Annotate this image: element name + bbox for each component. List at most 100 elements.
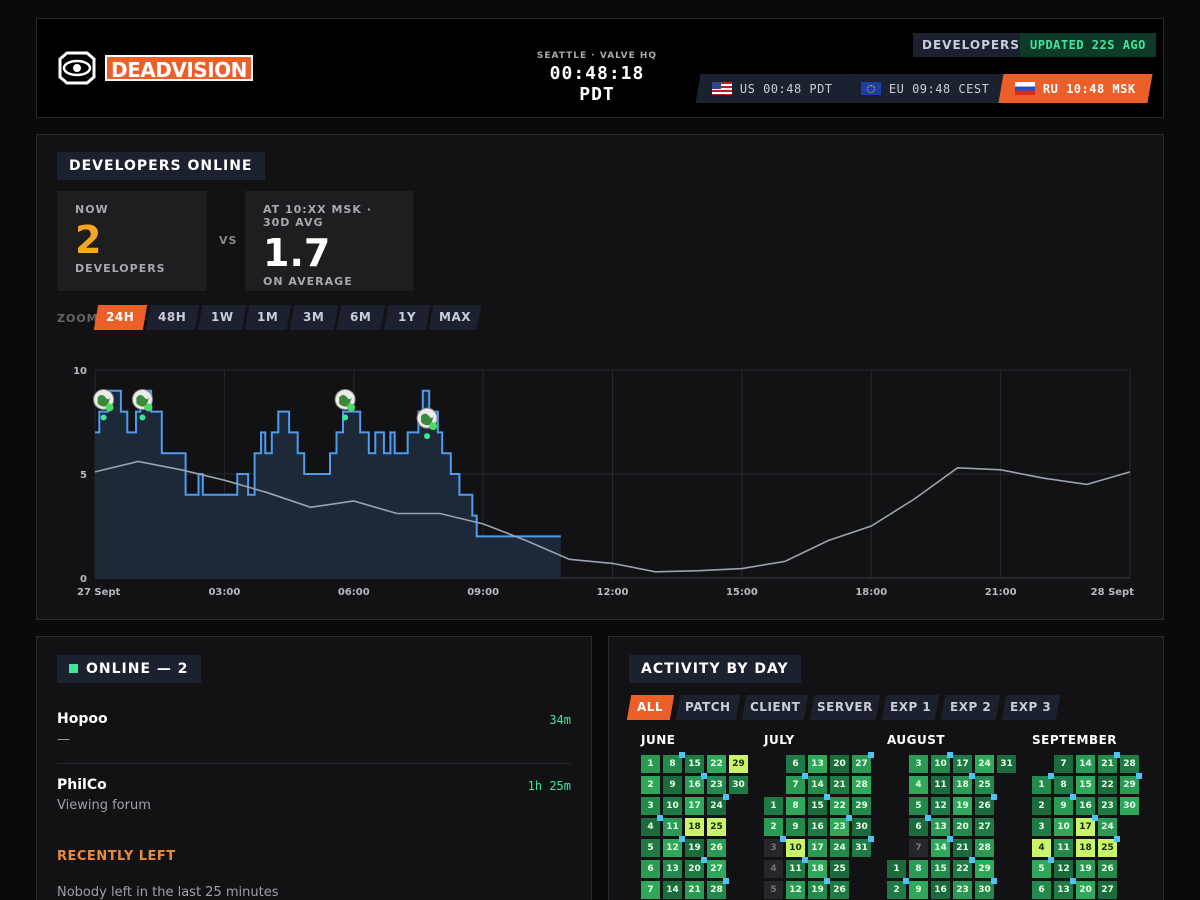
calendar-day[interactable]: 4: [1032, 839, 1051, 857]
calendar-day[interactable]: 20: [953, 818, 972, 836]
calendar-day[interactable]: 13: [1054, 881, 1073, 899]
calendar-day[interactable]: 10: [931, 755, 950, 773]
calendar-day[interactable]: 11: [663, 818, 682, 836]
calendar-day[interactable]: 3: [1032, 818, 1051, 836]
filter-exp-3-tab[interactable]: EXP 3: [1001, 695, 1061, 720]
calendar-day[interactable]: 25: [830, 860, 849, 878]
calendar-day[interactable]: 10: [1054, 818, 1073, 836]
calendar-day[interactable]: 19: [808, 881, 827, 899]
calendar-day[interactable]: 27: [707, 860, 726, 878]
zoom-3m-button[interactable]: 3M: [289, 305, 339, 330]
calendar-day[interactable]: 8: [1054, 776, 1073, 794]
calendar-day[interactable]: 23: [953, 881, 972, 899]
calendar-day[interactable]: 3: [641, 797, 660, 815]
calendar-day[interactable]: 8: [786, 797, 805, 815]
calendar-day[interactable]: 19: [685, 839, 704, 857]
calendar-day[interactable]: 23: [1098, 797, 1117, 815]
calendar-day[interactable]: 5: [641, 839, 660, 857]
calendar-day[interactable]: 29: [975, 860, 994, 878]
calendar-day[interactable]: 5: [764, 881, 783, 899]
calendar-day[interactable]: 12: [1054, 860, 1073, 878]
zoom-48h-button[interactable]: 48H: [145, 305, 200, 330]
calendar-day[interactable]: 17: [685, 797, 704, 815]
calendar-day[interactable]: 2: [1032, 797, 1051, 815]
calendar-day[interactable]: 28: [975, 839, 994, 857]
calendar-day[interactable]: 18: [808, 860, 827, 878]
filter-exp-1-tab[interactable]: EXP 1: [881, 695, 940, 720]
user-row[interactable]: PhilCo Viewing forum 1h 25m: [57, 777, 571, 813]
filter-server-tab[interactable]: SERVER: [809, 695, 881, 720]
calendar-day[interactable]: 23: [707, 776, 726, 794]
calendar-day[interactable]: 11: [931, 776, 950, 794]
calendar-day[interactable]: 14: [1076, 755, 1095, 773]
calendar-day[interactable]: 7: [909, 839, 928, 857]
calendar-day[interactable]: 4: [909, 776, 928, 794]
calendar-day[interactable]: 22: [1098, 776, 1117, 794]
developers-pill[interactable]: DEVELOPERS: [913, 33, 1029, 57]
calendar-day[interactable]: 22: [953, 860, 972, 878]
logo[interactable]: DEAD VISION: [57, 51, 253, 85]
calendar-day[interactable]: 25: [707, 818, 726, 836]
zoom-max-button[interactable]: MAX: [428, 305, 482, 330]
calendar-day[interactable]: 24: [830, 839, 849, 857]
calendar-day[interactable]: 16: [808, 818, 827, 836]
calendar-day[interactable]: 25: [975, 776, 994, 794]
calendar-day[interactable]: 16: [1076, 797, 1095, 815]
calendar-day[interactable]: 3: [764, 839, 783, 857]
calendar-day[interactable]: 12: [663, 839, 682, 857]
calendar-day[interactable]: 28: [852, 776, 871, 794]
calendar-day[interactable]: 28: [707, 881, 726, 899]
filter-exp-2-tab[interactable]: EXP 2: [940, 695, 1001, 720]
calendar-day[interactable]: 4: [764, 860, 783, 878]
calendar-day[interactable]: 19: [1076, 860, 1095, 878]
calendar-day[interactable]: 9: [1054, 797, 1073, 815]
calendar-day[interactable]: 29: [852, 797, 871, 815]
calendar-day[interactable]: 30: [852, 818, 871, 836]
calendar-day[interactable]: 26: [707, 839, 726, 857]
calendar-day[interactable]: 29: [729, 755, 748, 773]
calendar-day[interactable]: 15: [808, 797, 827, 815]
calendar-day[interactable]: 27: [975, 818, 994, 836]
zoom-24h-button[interactable]: 24H: [93, 305, 148, 330]
calendar-day[interactable]: 20: [830, 755, 849, 773]
tz-eu[interactable]: EU 09:48 CEST: [844, 74, 1006, 103]
calendar-day[interactable]: 2: [764, 818, 783, 836]
calendar-day[interactable]: 13: [808, 755, 827, 773]
calendar-day[interactable]: 26: [975, 797, 994, 815]
filter-client-tab[interactable]: CLIENT: [741, 695, 809, 720]
calendar-day[interactable]: 21: [953, 839, 972, 857]
calendar-day[interactable]: 24: [1098, 818, 1117, 836]
calendar-day[interactable]: 4: [641, 818, 660, 836]
calendar-day[interactable]: 15: [685, 755, 704, 773]
calendar-day[interactable]: 15: [1076, 776, 1095, 794]
calendar-day[interactable]: 9: [786, 818, 805, 836]
calendar-day[interactable]: 7: [786, 776, 805, 794]
calendar-day[interactable]: 14: [931, 839, 950, 857]
calendar-day[interactable]: 1: [887, 860, 906, 878]
calendar-day[interactable]: 24: [707, 797, 726, 815]
zoom-1w-button[interactable]: 1W: [197, 305, 247, 330]
calendar-day[interactable]: 12: [786, 881, 805, 899]
tz-us[interactable]: US 00:48 PDT: [695, 74, 850, 103]
filter-patch-tab[interactable]: PATCH: [675, 695, 741, 720]
calendar-day[interactable]: 23: [830, 818, 849, 836]
calendar-day[interactable]: 5: [909, 797, 928, 815]
calendar-day[interactable]: 8: [909, 860, 928, 878]
calendar-day[interactable]: 28: [1120, 755, 1139, 773]
calendar-day[interactable]: 1: [1032, 776, 1051, 794]
calendar-day[interactable]: 30: [975, 881, 994, 899]
calendar-day[interactable]: 17: [808, 839, 827, 857]
calendar-day[interactable]: 27: [1098, 881, 1117, 899]
calendar-day[interactable]: 10: [786, 839, 805, 857]
calendar-day[interactable]: 9: [663, 776, 682, 794]
calendar-day[interactable]: 1: [641, 755, 660, 773]
calendar-day[interactable]: 29: [1120, 776, 1139, 794]
calendar-day[interactable]: 11: [786, 860, 805, 878]
calendar-day[interactable]: 13: [931, 818, 950, 836]
calendar-day[interactable]: 17: [1076, 818, 1095, 836]
calendar-day[interactable]: 16: [931, 881, 950, 899]
zoom-6m-button[interactable]: 6M: [336, 305, 386, 330]
calendar-day[interactable]: 8: [663, 755, 682, 773]
calendar-day[interactable]: 26: [1098, 860, 1117, 878]
calendar-day[interactable]: 20: [685, 860, 704, 878]
